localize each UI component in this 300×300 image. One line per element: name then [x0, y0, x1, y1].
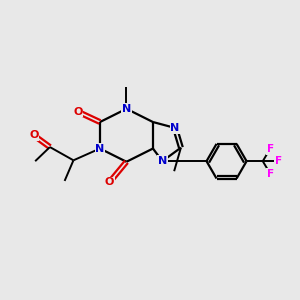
Text: N: N	[158, 156, 167, 166]
Text: N: N	[170, 123, 180, 133]
Text: F: F	[267, 169, 274, 178]
Text: F: F	[274, 156, 282, 166]
Text: O: O	[73, 107, 83, 117]
Text: O: O	[29, 130, 38, 140]
Text: O: O	[105, 177, 114, 188]
Text: N: N	[95, 143, 105, 154]
Text: F: F	[267, 144, 274, 154]
Text: N: N	[122, 104, 131, 114]
